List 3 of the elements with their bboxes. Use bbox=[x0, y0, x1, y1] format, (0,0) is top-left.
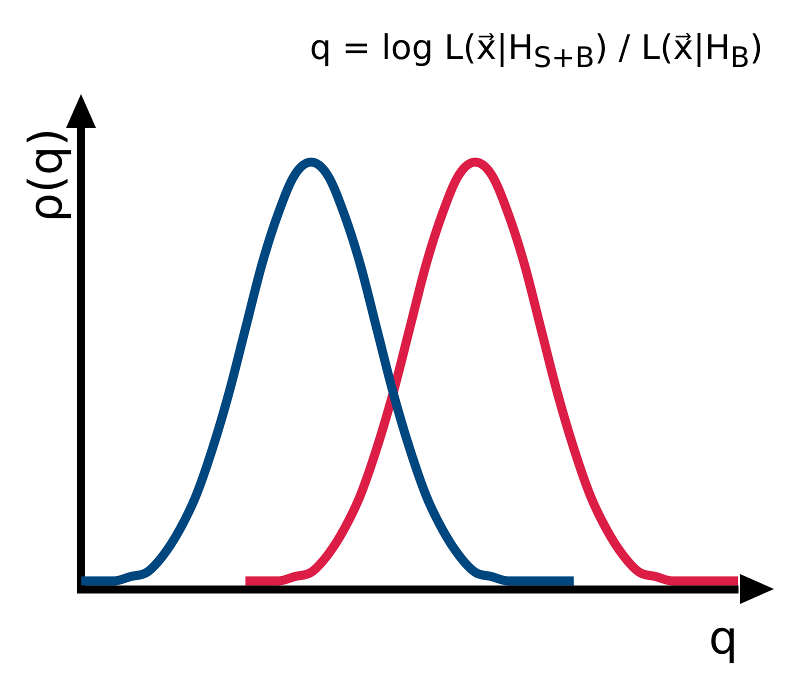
y-axis-title: ρ(q) bbox=[18, 128, 73, 222]
x-axis-title: q bbox=[708, 610, 738, 664]
chart-title: q = log L(x⃗|H$_{S+B}$) / L(x⃗|H$_{B}$) bbox=[308, 27, 764, 76]
